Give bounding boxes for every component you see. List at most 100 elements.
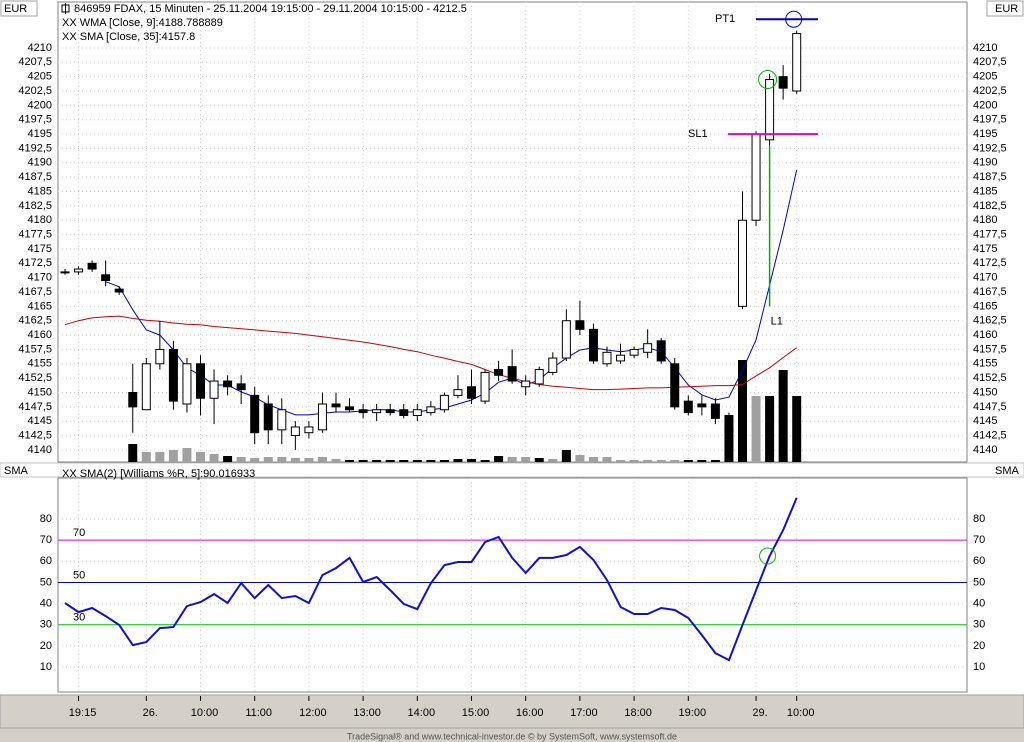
y-tick-label: 4140 <box>973 444 997 456</box>
x-tick-label: 29. <box>752 707 767 719</box>
y-tick-label: 4182,5 <box>973 200 1007 212</box>
y-tick-label: 4165 <box>973 300 997 312</box>
volume-bar <box>439 460 449 462</box>
y-tick-label: 4145 <box>973 415 997 427</box>
candle-body <box>141 363 151 411</box>
candle-body <box>778 76 788 89</box>
y-tick-label: 4185 <box>973 185 997 197</box>
candle-body <box>697 403 707 408</box>
volume-bar <box>602 457 612 462</box>
candle-body <box>290 426 300 437</box>
y-tick-label: 4192,5 <box>18 142 52 154</box>
y-tick-label: 20 <box>973 640 985 652</box>
x-tick-label: 18:00 <box>624 707 652 719</box>
y-tick-label: 4167,5 <box>973 286 1007 298</box>
y-tick-label: 40 <box>973 598 985 610</box>
y-tick-label: 4150 <box>973 386 997 398</box>
volume-bar <box>616 460 626 462</box>
y-tick-label: 10 <box>973 661 985 673</box>
candle-body <box>168 348 178 402</box>
volume-bar <box>358 460 368 462</box>
candle-body <box>507 366 517 382</box>
x-tick-label: 19:15 <box>69 707 97 719</box>
candle-body <box>236 383 246 391</box>
volume-bar <box>385 460 395 462</box>
candle-body <box>602 351 612 365</box>
volume-bar <box>751 396 761 462</box>
y-tick-label: 4157,5 <box>18 343 52 355</box>
candle-body <box>670 363 680 408</box>
volume-bar <box>399 460 409 462</box>
volume-bar <box>412 460 422 462</box>
candle-body <box>304 426 314 434</box>
candle-body <box>155 348 165 365</box>
y-tick-label: 4160 <box>28 329 52 341</box>
unit-label: EUR <box>995 3 1018 15</box>
y-tick-label: 20 <box>40 640 52 652</box>
candle-body <box>345 406 355 411</box>
chart-title: 846959 FDAX, 15 Minuten - 25.11.2004 19:… <box>74 3 467 15</box>
candle-body <box>588 328 598 362</box>
candle-body <box>792 33 802 92</box>
y-tick-label: 4202,5 <box>18 85 52 97</box>
candle-body <box>751 133 761 221</box>
annotation-label: PT1 <box>715 13 735 25</box>
candle-body <box>114 288 124 293</box>
volume-bar <box>738 360 747 462</box>
volume-bar <box>168 450 178 462</box>
y-tick-label: 70 <box>40 534 52 546</box>
volume-bar <box>507 457 517 462</box>
indicator-panel <box>57 477 968 693</box>
target-marker <box>785 10 803 28</box>
legend-entry: XX WMA [Close, 9]:4188.788889 <box>62 17 223 29</box>
volume-bar <box>534 458 544 462</box>
y-tick-label: 4185 <box>28 185 52 197</box>
candle-body <box>250 394 260 434</box>
volume-bar <box>494 456 504 462</box>
candle-body <box>616 354 626 362</box>
y-tick-label: 4152,5 <box>18 372 52 384</box>
volume-bar <box>710 460 720 462</box>
x-tick-label: 26. <box>143 707 158 719</box>
volume-bar <box>263 457 273 462</box>
y-tick-label: 10 <box>40 661 52 673</box>
volume-bar <box>521 457 531 462</box>
unit-label: SMA <box>995 465 1020 477</box>
y-tick-label: 4155 <box>973 358 997 370</box>
candle-body <box>494 369 504 376</box>
candle-body <box>534 369 544 385</box>
y-tick-label: 4205 <box>973 71 997 83</box>
y-tick-label: 4142,5 <box>973 429 1007 441</box>
candle-body <box>710 403 720 419</box>
candle-body <box>412 409 422 416</box>
entry-marker <box>758 70 778 90</box>
y-tick-label: 4172,5 <box>18 257 52 269</box>
volume-bar <box>141 452 151 462</box>
y-tick-label: 80 <box>973 513 985 525</box>
volume-bar <box>792 396 802 462</box>
volume-bar <box>155 452 165 462</box>
y-tick-label: 70 <box>973 534 985 546</box>
y-tick-label: 4150 <box>28 386 52 398</box>
volume-bar <box>128 444 138 462</box>
candle-body <box>196 363 205 399</box>
candle-body <box>738 219 747 307</box>
y-tick-label: 4180 <box>28 214 52 226</box>
candle-body <box>385 409 395 414</box>
y-tick-label: 4187,5 <box>973 171 1007 183</box>
candle-body <box>480 371 490 402</box>
entry-marker <box>759 547 777 565</box>
x-tick-label: 14:00 <box>408 707 436 719</box>
y-tick-label: 4162,5 <box>18 315 52 327</box>
volume-bar <box>209 454 219 462</box>
volume-bar <box>304 458 314 462</box>
y-tick-label: 50 <box>40 576 52 588</box>
volume-bar <box>670 460 680 462</box>
candle-body <box>128 392 138 408</box>
candle-body <box>399 409 409 416</box>
candle-body <box>277 409 287 431</box>
candle-body <box>656 340 666 362</box>
y-tick-label: 4202,5 <box>973 85 1007 97</box>
y-tick-label: 4195 <box>28 128 52 140</box>
